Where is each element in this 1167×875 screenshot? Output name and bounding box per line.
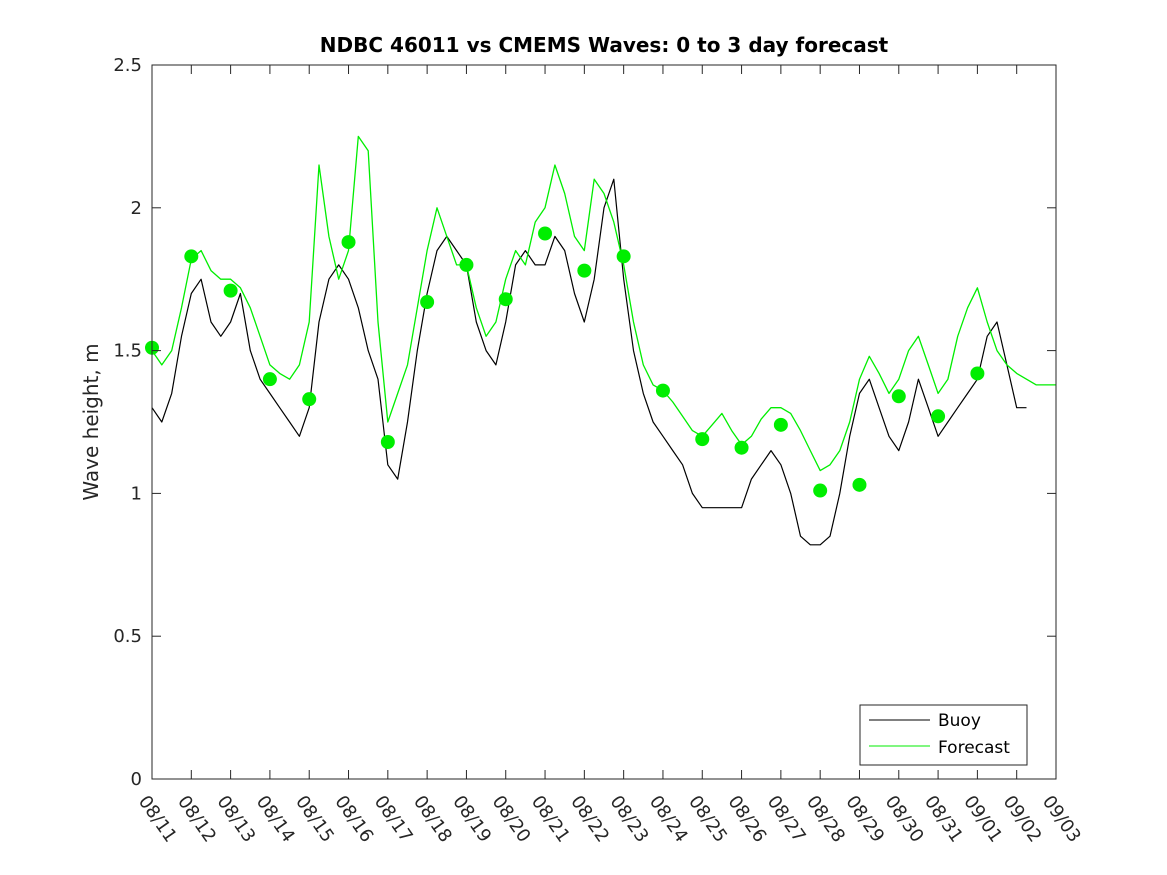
- forecast-start-point: [184, 249, 199, 264]
- forecast-start-point: [538, 226, 553, 241]
- forecast-start-point: [891, 389, 906, 404]
- y-tick-label: 0: [131, 769, 142, 790]
- forecast-series-line: [151, 135, 1056, 472]
- y-axis-label: Wave height, m: [79, 343, 103, 500]
- y-tick-label: 1.5: [113, 341, 142, 362]
- forecast-start-point: [459, 257, 474, 272]
- forecast-start-point: [341, 235, 356, 250]
- forecast-start-point: [970, 366, 985, 381]
- forecast-start-point: [262, 372, 277, 387]
- forecast-start-point: [380, 434, 395, 449]
- y-tick-label: 1: [131, 483, 142, 504]
- forecast-start-point: [813, 483, 828, 498]
- forecast-start-point: [420, 295, 435, 310]
- forecast-start-point: [695, 432, 710, 447]
- forecast-start-point: [734, 440, 749, 455]
- buoy-series-line: [151, 178, 1027, 546]
- forecast-start-point: [223, 283, 238, 298]
- legend: Buoy Forecast: [859, 704, 1028, 766]
- plot-area: [152, 65, 1056, 779]
- forecast-start-point: [931, 409, 946, 424]
- forecast-start-point: [577, 263, 592, 278]
- forecast-start-point: [616, 249, 631, 264]
- forecast-start-point: [773, 417, 788, 432]
- chart-title: NDBC 46011 vs CMEMS Waves: 0 to 3 day fo…: [320, 33, 889, 57]
- y-tick-label: 0.5: [113, 626, 142, 647]
- legend-buoy-label: Buoy: [938, 711, 981, 731]
- y-tick-label: 2.5: [113, 55, 142, 76]
- forecast-start-point: [655, 383, 670, 398]
- legend-box: [859, 704, 1028, 766]
- forecast-start-point: [302, 392, 317, 407]
- legend-forecast-label: Forecast: [938, 738, 1010, 758]
- forecast-start-point: [498, 292, 513, 307]
- y-tick-label: 2: [131, 198, 142, 219]
- forecast-start-point: [852, 477, 867, 492]
- axes-box: [151, 64, 1057, 780]
